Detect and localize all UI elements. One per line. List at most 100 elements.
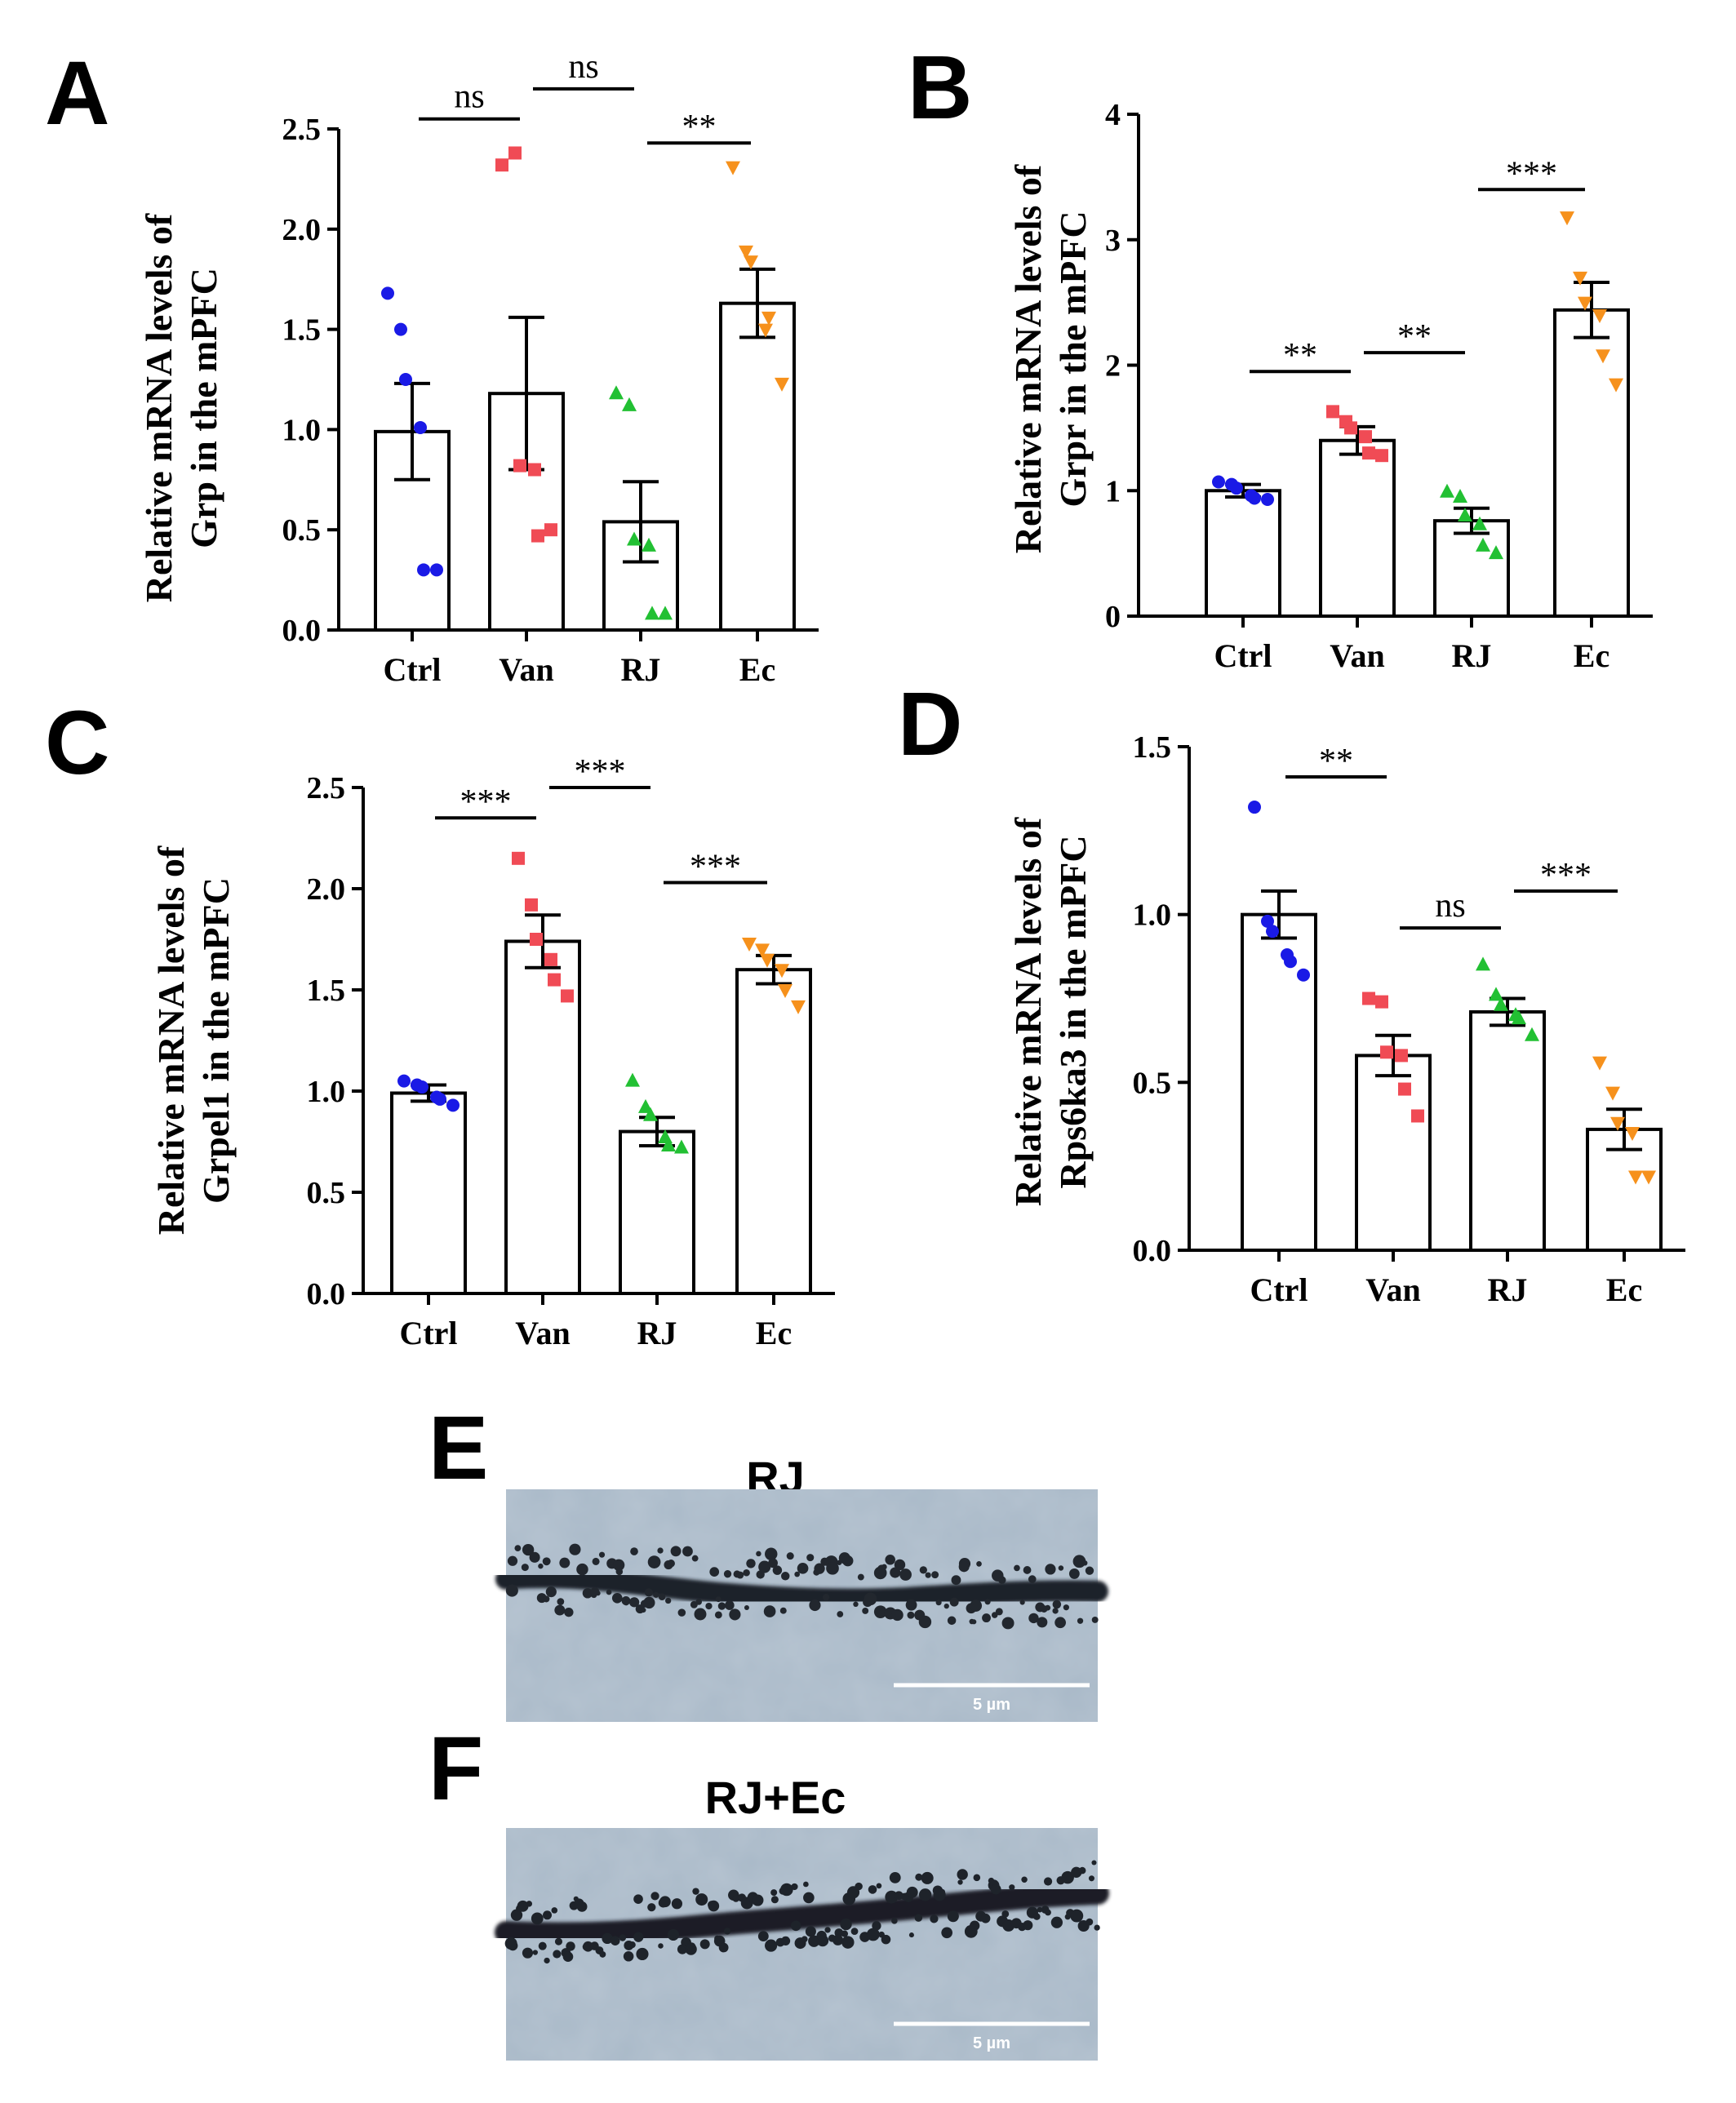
data-point-van [548, 973, 561, 987]
data-point-ec [755, 943, 770, 958]
y-tick-label: 0.5 [282, 513, 322, 548]
data-point-ctrl [399, 373, 412, 386]
chart-a: 0.0 0.5 1.0 1.5 2.0 2.5 Ctrl Van RJ Ec ns ns ** [282, 48, 819, 688]
dendritic-spine [1019, 1599, 1025, 1605]
dendritic-spine [1045, 1909, 1051, 1916]
dendritic-spine [933, 1888, 946, 1901]
data-point-rj [1494, 996, 1508, 1011]
significance-label: *** [690, 849, 741, 886]
significance-label: ns [568, 48, 598, 86]
y-tick-label: 1.0 [307, 1075, 346, 1109]
dendritic-spine [613, 1559, 625, 1571]
dendritic-spine [918, 1615, 932, 1629]
x-tick-label: Ctrl [1214, 637, 1272, 674]
data-point-ec [1605, 1086, 1620, 1101]
dendritic-spine [841, 1930, 849, 1937]
dendritic-spine [765, 1547, 778, 1560]
dendritic-spine [1037, 1617, 1048, 1628]
data-point-ec [1592, 1056, 1607, 1071]
dendritic-spine [682, 1546, 693, 1557]
significance-label: ns [454, 78, 484, 116]
dendritic-spine [763, 1605, 776, 1617]
y-tick-label: 0.0 [1133, 1234, 1172, 1268]
significance-label: ns [1435, 887, 1465, 925]
significance-label: ** [1397, 318, 1432, 356]
ylabel-a-line1: Relative mRNA levels of [138, 213, 180, 602]
dendritic-spine [930, 1914, 939, 1923]
data-point-van [1395, 1049, 1408, 1063]
dendritic-spine [557, 1598, 565, 1606]
panel-letter-e: E [428, 1398, 488, 1498]
dendritic-spine [841, 1555, 854, 1567]
dendritic-spine [752, 1894, 764, 1906]
micrograph-f: 5 µm [495, 1828, 1109, 2061]
dendritic-spine [1050, 1916, 1063, 1928]
data-point-rj [622, 397, 637, 411]
data-point-ec [1641, 1170, 1656, 1185]
data-point-ec [739, 245, 753, 260]
dendritic-spine [826, 1562, 839, 1575]
dendritic-spine [806, 1554, 815, 1562]
dendritic-spine [667, 1560, 675, 1568]
data-point-ec [791, 1000, 806, 1014]
y-tick-label: 1 [1105, 474, 1121, 508]
significance-label: *** [1540, 857, 1592, 894]
data-point-ec [1610, 1116, 1625, 1131]
dendritic-spine [522, 1947, 534, 1959]
dendritic-spine [816, 1930, 827, 1941]
dendritic-spine [957, 1869, 968, 1880]
dendritic-spine [504, 1937, 517, 1950]
x-tick-label: RJ [621, 651, 661, 688]
y-tick-label: 1.5 [307, 974, 346, 1008]
dendritic-spine [636, 1947, 649, 1961]
y-tick-label: 0 [1105, 600, 1121, 634]
dendritic-spine [899, 1568, 912, 1581]
dendritic-spine [872, 1921, 881, 1931]
dendritic-spine [671, 1898, 683, 1910]
dendritic-spine [1088, 1875, 1094, 1882]
data-point-rj [1440, 483, 1454, 498]
y-tick-label: 2 [1105, 349, 1121, 384]
dendritic-spine [1086, 1918, 1094, 1926]
dendritic-spine [1033, 1913, 1041, 1920]
dendritic-spine [891, 1918, 898, 1924]
y-tick-label: 1.5 [282, 313, 322, 348]
micrograph-e-dendrite [495, 1567, 1108, 1610]
x-tick-label: Van [499, 651, 553, 688]
dendritic-spine [951, 1575, 961, 1586]
dendritic-spine [718, 1942, 729, 1953]
data-point-ctrl [1248, 491, 1261, 505]
dendritic-spine [650, 1892, 659, 1901]
data-point-ctrl [1261, 914, 1274, 928]
dendritic-spine [919, 1566, 927, 1574]
dendritic-spine [623, 1599, 629, 1606]
dendritic-spine [805, 1926, 816, 1937]
dendritic-spine [970, 1599, 983, 1612]
data-point-rj [638, 1098, 653, 1113]
dendritic-spine [1078, 1866, 1086, 1875]
dendritic-spine [976, 1561, 982, 1567]
dendritic-spine [543, 1595, 550, 1603]
y-tick-label: 2.0 [282, 213, 322, 247]
dendritic-spine [919, 1888, 932, 1901]
y-tick-label: 2.0 [307, 872, 346, 907]
dendritic-spine [526, 1901, 533, 1907]
data-point-ctrl [1297, 968, 1310, 982]
dendritic-spine [822, 1593, 830, 1601]
x-tick-label: Ctrl [399, 1315, 457, 1351]
dendritic-spine [877, 1564, 886, 1573]
dendritic-spine [947, 1616, 957, 1626]
data-point-rj [1476, 537, 1490, 552]
dendritic-spine [890, 1567, 901, 1578]
dendritic-spine [790, 1920, 801, 1932]
data-point-rj [627, 531, 642, 546]
scale-bar-f-label: 5 µm [973, 2034, 1010, 2052]
data-point-ec [1596, 349, 1610, 364]
dendritic-spine [990, 1883, 1001, 1895]
data-point-rj [661, 1137, 676, 1151]
data-point-rj [643, 1107, 658, 1121]
ylabel-d: Relative mRNA levels of Rps6ka3 in the m… [1007, 817, 1094, 1206]
dendritic-spine [736, 1571, 744, 1579]
data-point-van [531, 529, 544, 543]
